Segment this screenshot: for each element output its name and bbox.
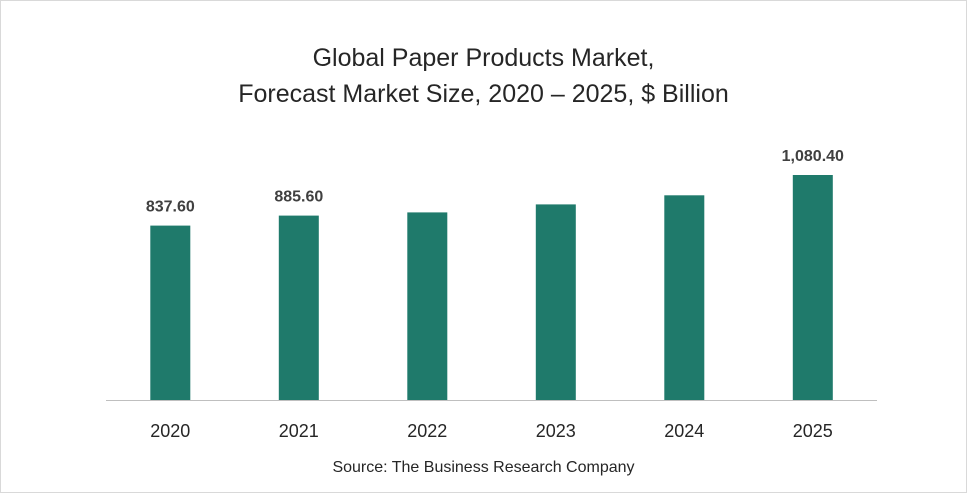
data-label-2021: 885.60 xyxy=(274,189,323,206)
x-tick-label-2024: 2024 xyxy=(664,421,704,441)
bar-2024 xyxy=(664,195,705,400)
x-tick-label-2022: 2022 xyxy=(407,421,447,441)
bar-2023 xyxy=(535,204,576,400)
bar-2025 xyxy=(792,175,833,400)
chart-title-line1: Global Paper Products Market, xyxy=(312,44,655,72)
bar-2020 xyxy=(150,225,191,400)
x-tick-label-2020: 2020 xyxy=(150,421,190,441)
data-label-2020: 837.60 xyxy=(146,199,195,216)
x-tick-label-2021: 2021 xyxy=(279,421,319,441)
bar-2021 xyxy=(278,215,319,400)
bar-2022 xyxy=(407,212,448,400)
chart-title-line2: Forecast Market Size, 2020 – 2025, $ Bil… xyxy=(238,80,729,108)
source-note: Source: The Business Research Company xyxy=(332,459,635,476)
data-label-2025: 1,080.40 xyxy=(782,148,844,165)
x-tick-label-2025: 2025 xyxy=(793,421,833,441)
x-tick-label-2023: 2023 xyxy=(536,421,576,441)
